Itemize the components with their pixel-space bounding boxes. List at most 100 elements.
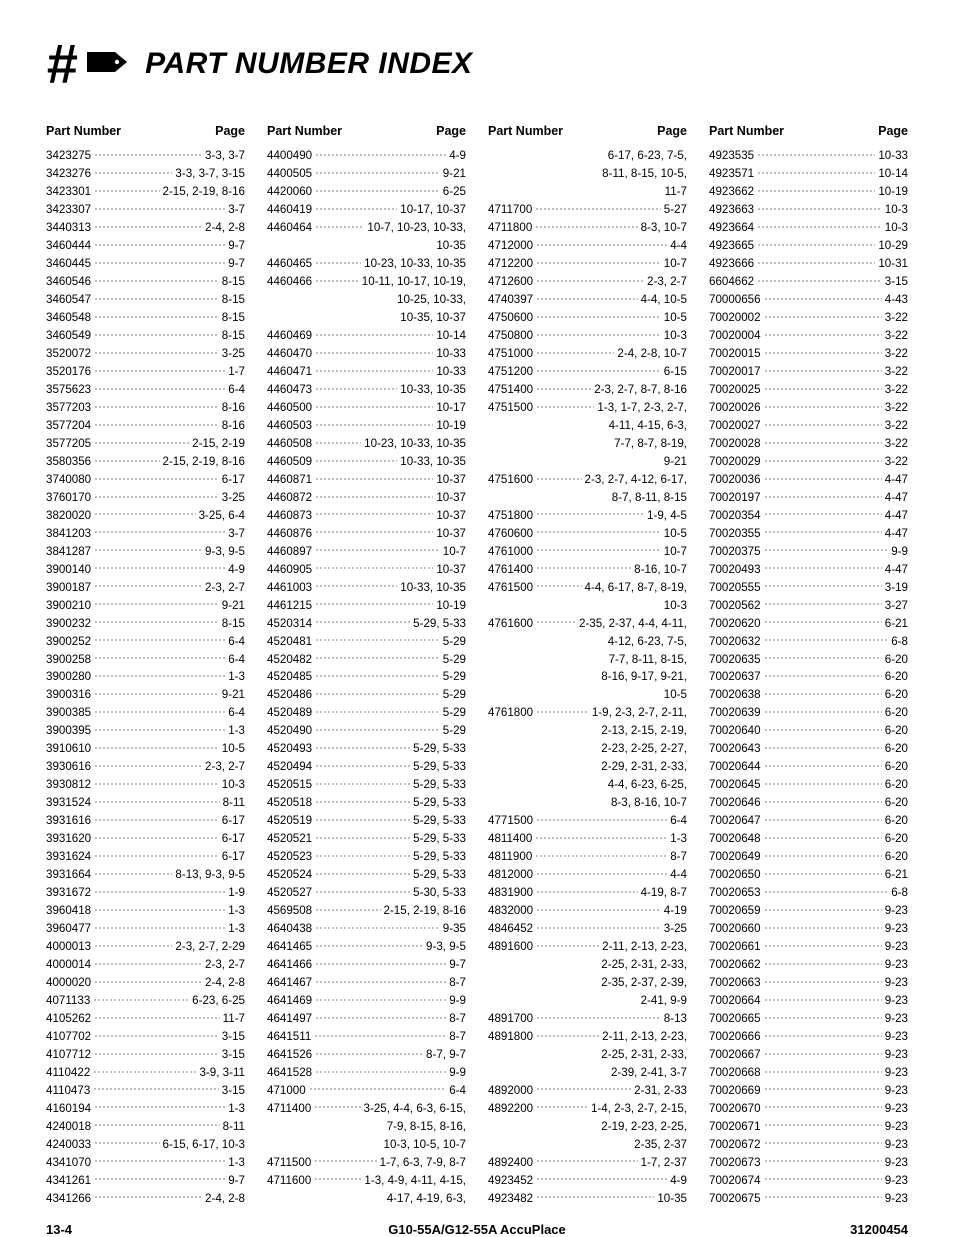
part-number: 70020644 — [709, 758, 761, 776]
page-ref: 3-25, 6-4 — [199, 507, 245, 525]
index-row-continuation: 7-7, 8-11, 8-15, — [488, 651, 687, 669]
index-row: 48320004-19 — [488, 902, 687, 920]
part-number: 70020026 — [709, 399, 761, 417]
page-ref: 4-9 — [670, 1172, 687, 1190]
dot-leader — [536, 507, 644, 519]
page: # PART NUMBER INDEX Part NumberPage34232… — [0, 0, 954, 1235]
dot-leader — [94, 525, 225, 537]
part-number: 4892400 — [488, 1154, 533, 1172]
index-row: 47118008-3, 10-7 — [488, 219, 687, 237]
page-ref: 6-17 — [222, 471, 245, 489]
dot-leader — [535, 831, 667, 843]
page-ref: 2-4, 2-8 — [205, 1190, 245, 1208]
index-row: 700206396-20 — [709, 704, 908, 722]
dot-leader — [315, 417, 433, 429]
page-ref: 3-7 — [228, 201, 245, 219]
index-row: 700200153-22 — [709, 345, 908, 363]
dot-leader — [94, 1100, 225, 1112]
part-number: 3460445 — [46, 255, 91, 273]
index-row: 47510002-4, 2-8, 10-7 — [488, 345, 687, 363]
index-row: 446087210-37 — [267, 489, 466, 507]
part-number: 3931620 — [46, 830, 91, 848]
part-number: 4520490 — [267, 722, 312, 740]
page-ref: 1-7, 6-3, 7-9, 8-7 — [380, 1154, 466, 1172]
dot-leader — [315, 759, 410, 771]
page-ref: 9-23 — [885, 902, 908, 920]
page-ref: 9-9 — [449, 1064, 466, 1082]
page-ref: 1-3 — [228, 668, 245, 686]
index-row: 446047010-33 — [267, 345, 466, 363]
page-heading: # PART NUMBER INDEX — [46, 36, 908, 92]
dot-leader — [315, 256, 361, 268]
dot-leader — [94, 166, 172, 178]
part-number: 4751400 — [488, 381, 533, 399]
part-number: 4520482 — [267, 651, 312, 669]
dot-leader — [536, 543, 661, 555]
page-ref: 2-4, 2-8 — [205, 219, 245, 237]
dot-leader — [764, 1028, 882, 1040]
index-row: 446046410-7, 10-23, 10-33, — [267, 219, 466, 237]
index-row-continuation: 2-35, 2-37, 2-39, — [488, 974, 687, 992]
dot-leader — [94, 327, 219, 339]
dot-leader — [94, 669, 225, 681]
page-ref: 4-19 — [664, 902, 687, 920]
index-row: 46414699-9 — [267, 992, 466, 1010]
part-number: 3577204 — [46, 417, 91, 435]
index-row: 46414669-7 — [267, 956, 466, 974]
part-number: 4846452 — [488, 920, 533, 938]
part-number: 4923571 — [709, 165, 754, 183]
index-row: 37601703-25 — [46, 489, 245, 507]
index-row: 47618001-9, 2-3, 2-7, 2-11, — [488, 704, 687, 722]
dot-leader — [764, 938, 882, 950]
part-number: 4520493 — [267, 740, 312, 758]
dot-leader — [536, 256, 661, 268]
part-number: 4110473 — [46, 1082, 90, 1100]
dot-leader — [315, 148, 446, 160]
page-ref: 1-7 — [228, 363, 245, 381]
index-row: 475060010-5 — [488, 309, 687, 327]
dot-leader — [94, 220, 202, 232]
part-number: 4520314 — [267, 615, 312, 633]
dot-leader — [536, 920, 661, 932]
index-row: 700200364-47 — [709, 471, 908, 489]
index-row: 47120004-4 — [488, 237, 687, 255]
part-number: 70020029 — [709, 453, 761, 471]
page-ref: 10-7, 10-23, 10-33, — [367, 219, 466, 237]
index-row-continuation: 8-16, 9-17, 9-21, — [488, 668, 687, 686]
part-number: 4892200 — [488, 1100, 533, 1118]
index-row: 446050310-19 — [267, 417, 466, 435]
index-row-continuation: 8-7, 8-11, 8-15 — [488, 489, 687, 507]
part-number: 70020375 — [709, 543, 761, 561]
dot-leader — [764, 920, 882, 932]
part-number: 3423275 — [46, 147, 91, 165]
part-number: 70020197 — [709, 489, 761, 507]
dot-leader — [93, 1082, 219, 1094]
dot-leader — [315, 399, 433, 411]
part-number: 3931624 — [46, 848, 91, 866]
dot-leader — [536, 471, 581, 483]
dot-leader — [314, 1154, 376, 1166]
page-ref: 10-37 — [436, 561, 466, 579]
part-number: 3440313 — [46, 219, 91, 237]
index-row: 48924001-7, 2-37 — [488, 1154, 687, 1172]
index-row: 700200273-22 — [709, 417, 908, 435]
part-number: 4460469 — [267, 327, 312, 345]
part-number: 70020025 — [709, 381, 761, 399]
index-row: 700206649-23 — [709, 992, 908, 1010]
part-number: 4461215 — [267, 597, 312, 615]
part-number: 70020620 — [709, 615, 761, 633]
index-row: 46415289-9 — [267, 1064, 466, 1082]
part-number: 4761000 — [488, 543, 533, 561]
index-row: 700203759-9 — [709, 543, 908, 561]
dot-leader — [764, 345, 882, 357]
part-number: 3575623 — [46, 381, 91, 399]
page-ref: 9-23 — [885, 938, 908, 956]
part-number: 70020493 — [709, 561, 761, 579]
dot-leader — [94, 1190, 202, 1202]
dot-leader — [764, 327, 882, 339]
page-ref: 6-20 — [885, 812, 908, 830]
page-ref: 8-7, 9-7 — [426, 1046, 466, 1064]
dot-leader — [536, 1010, 661, 1022]
part-number: 70000656 — [709, 291, 761, 309]
dot-leader — [94, 938, 172, 950]
